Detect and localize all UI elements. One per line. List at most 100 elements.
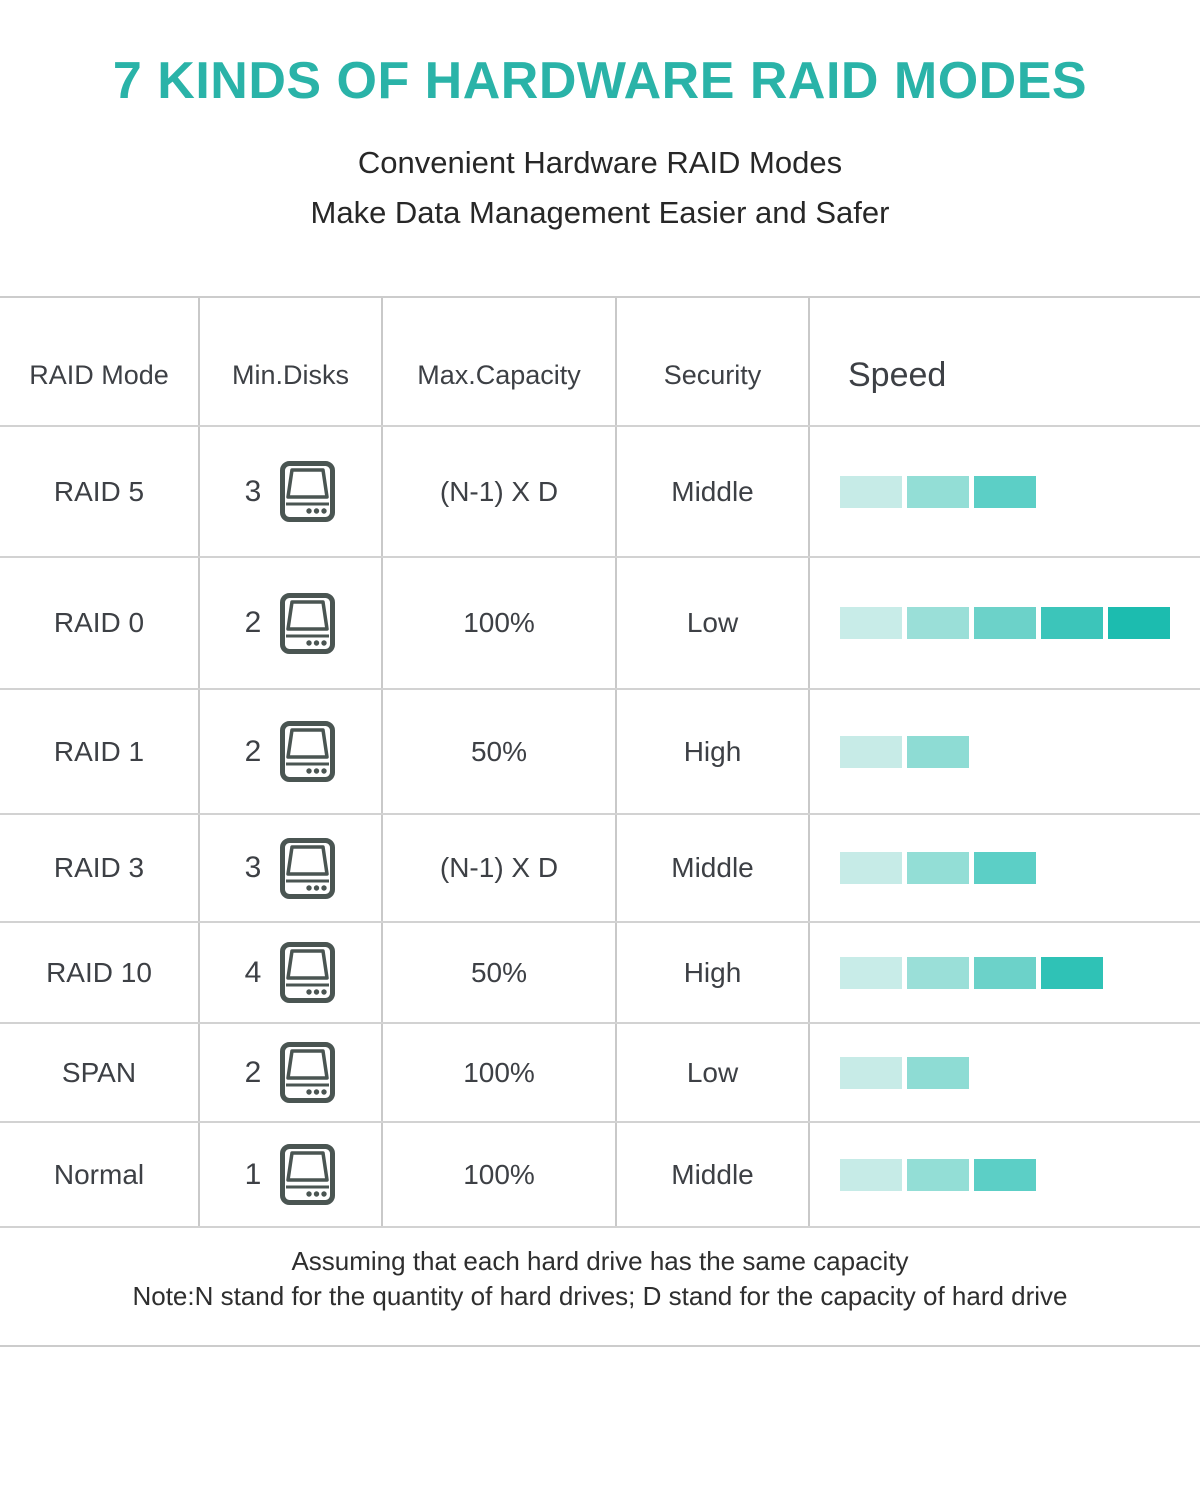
security-value: Middle [671,1158,754,1190]
speed-bars [840,607,1170,639]
speed-bar-segment [907,852,969,884]
table-row-normal: Normal 1 100% Middle [0,1123,1200,1228]
security-cell: Low [617,558,810,688]
max-capacity-value: 100% [463,607,535,638]
raid-mode-cell: RAID 1 [0,690,200,813]
speed-bar-segment [840,852,902,884]
min-disks-count: 2 [244,606,262,639]
speed-bar-segment [840,735,902,768]
speed-bars [840,475,1036,508]
speed-bars [840,735,969,768]
speed-bar-segment [907,735,969,768]
security-value: High [683,956,742,988]
table-row-raid10: RAID 10 4 50% High [0,923,1200,1024]
speed-bar-segment [907,475,969,508]
raid-mode-label: RAID 3 [53,852,145,883]
security-cell: Low [617,1024,810,1121]
security-cell: High [617,923,810,1022]
speed-bar-segment [1041,956,1103,989]
min-disks-count: 2 [244,1055,262,1089]
security-value: Low [686,1056,739,1088]
footnote-line-2: Note:N stand for the quantity of hard dr… [132,1281,1068,1311]
max-capacity-cell: 100% [383,1123,617,1226]
min-disks-count: 3 [244,474,262,508]
security-value: Middle [671,475,754,507]
max-capacity-cell: 50% [383,690,617,813]
speed-bar-segment [840,607,902,639]
hard-drive-icon [279,837,336,900]
max-capacity-cell: (N-1) X D [383,427,617,556]
max-capacity-value: (N-1) X D [439,852,559,883]
hero-section: 7 KINDS OF HARDWARE RAID MODES Convenien… [0,0,1200,296]
speed-bar-segment [907,1056,969,1089]
raid-mode-label: RAID 5 [53,475,145,507]
min-disks-cell: 2 [200,690,383,813]
max-capacity-cell: 100% [383,1024,617,1121]
table-row-raid3: RAID 3 3 (N-1) X D Middle [0,815,1200,923]
speed-bar-segment [1108,607,1170,639]
raid-mode-cell: RAID 10 [0,923,200,1022]
security-cell: Middle [617,815,810,921]
max-capacity-value: 100% [463,1158,535,1190]
min-disks-cell: 3 [200,815,383,921]
subtitle-line-1: Convenient Hardware RAID Modes [357,145,843,180]
security-value: Low [686,607,739,638]
speed-bar-segment [974,475,1036,508]
table-row-span: SPAN 2 100% Low [0,1024,1200,1123]
header-raid-mode: RAID Mode [0,298,200,425]
raid-mode-cell: RAID 5 [0,427,200,556]
table-header-row: RAID Mode Min.Disks Max.Capacity Securit… [0,298,1200,427]
min-disks-cell: 1 [200,1123,383,1226]
speed-cell [810,815,1200,921]
speed-bar-segment [1041,607,1103,639]
security-value: Middle [671,852,754,883]
security-value: High [683,735,742,767]
speed-cell [810,1024,1200,1121]
max-capacity-value: 50% [470,956,528,988]
page-title: 7 KINDS OF HARDWARE RAID MODES [112,52,1088,110]
min-disks-cell: 3 [200,427,383,556]
min-disks-cell: 2 [200,1024,383,1121]
hard-drive-icon [279,1041,336,1104]
hard-drive-icon [279,460,336,523]
speed-bar-segment [974,956,1036,989]
min-disks-cell: 2 [200,558,383,688]
page-subtitle: Convenient Hardware RAID Modes Make Data… [0,138,1200,238]
max-capacity-value: 100% [463,1056,535,1088]
table-row-raid0: RAID 0 2 100% Low [0,558,1200,690]
header-max-capacity: Max.Capacity [383,298,617,425]
speed-cell [810,690,1200,813]
speed-bar-segment [840,475,902,508]
footnote-line-1: Assuming that each hard drive has the sa… [291,1246,909,1276]
security-cell: High [617,690,810,813]
speed-cell [810,558,1200,688]
speed-bars [840,852,1036,884]
min-disks-cell: 4 [200,923,383,1022]
raid-mode-cell: SPAN [0,1024,200,1121]
speed-bar-segment [907,956,969,989]
min-disks-count: 2 [244,734,262,768]
speed-cell [810,427,1200,556]
speed-bars [840,1056,969,1089]
speed-bar-segment [840,1158,902,1191]
max-capacity-cell: (N-1) X D [383,815,617,921]
header-speed: Speed [848,356,947,394]
max-capacity-value: 50% [470,735,528,767]
speed-cell [810,1123,1200,1226]
hard-drive-icon [279,592,336,655]
raid-mode-cell: RAID 3 [0,815,200,921]
raid-mode-cell: RAID 0 [0,558,200,688]
raid-mode-label: RAID 1 [53,735,145,767]
speed-bar-segment [907,1158,969,1191]
max-capacity-cell: 100% [383,558,617,688]
table-row-raid5: RAID 5 3 (N-1) X D Middle [0,427,1200,558]
speed-cell [810,923,1200,1022]
speed-bar-segment [840,1056,902,1089]
max-capacity-cell: 50% [383,923,617,1022]
header-min-disks: Min.Disks [200,298,383,425]
raid-mode-label: RAID 0 [53,607,145,638]
hard-drive-icon [279,720,336,783]
min-disks-count: 4 [244,955,262,989]
raid-mode-label: SPAN [61,1056,137,1088]
raid-mode-label: Normal [53,1158,145,1190]
